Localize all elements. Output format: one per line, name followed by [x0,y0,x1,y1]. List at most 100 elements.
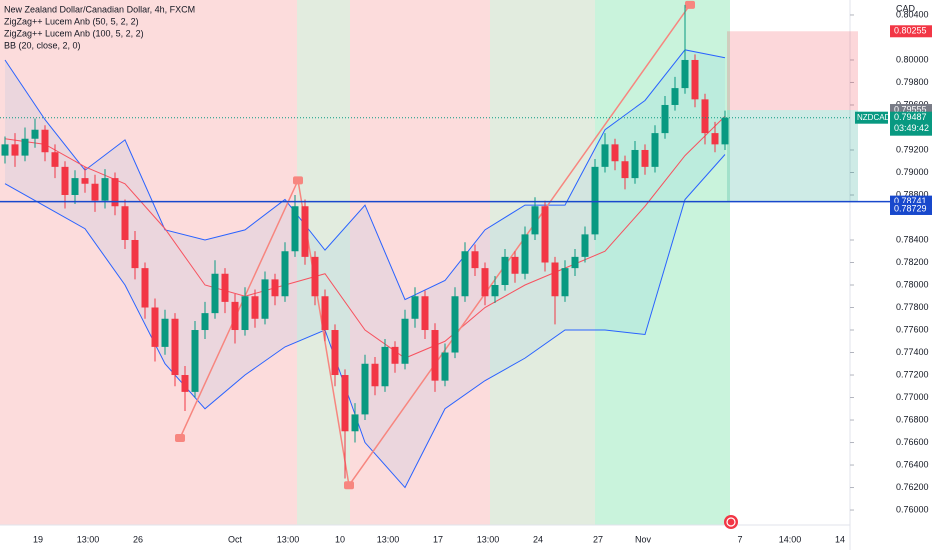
stop-label-bg [890,25,932,38]
candle-body [411,296,419,319]
y-tick-label: 0.79200 [896,144,929,154]
bb-basis [4,115,726,359]
zigzag-pivot [293,176,303,185]
candle-body [131,239,139,269]
candle-body [111,178,119,207]
candle-body [151,307,159,347]
y-tick-label: 0.77600 [896,324,929,334]
candle-body [371,363,379,387]
candle-body [91,183,99,201]
legend-item: BB (20, close, 2, 0) [4,40,81,50]
candle-body [661,104,669,134]
session-zone [595,0,730,525]
candle-body [401,318,409,364]
level2-label: 0.78729 [894,203,927,213]
x-tick-label: 19 [33,534,43,544]
y-tick-label: 0.79000 [896,167,929,177]
x-tick-label: Nov [635,534,652,544]
y-tick-label: 0.76600 [896,437,929,447]
candle-body [21,138,29,156]
timer-icon[interactable] [724,515,738,529]
candle-body [451,296,459,353]
price-label: 0.79487 [894,112,927,122]
zigzag-pivot [344,481,354,490]
candle-body [291,206,299,252]
y-tick-label: 0.77000 [896,392,929,402]
currency: CAD [896,3,916,13]
candle-body [631,149,639,179]
bb-upper [4,49,726,301]
x-tick-label: 13:00 [477,534,500,544]
candle-body [181,375,189,392]
candle-body [161,318,169,347]
candle-body [421,296,429,331]
zigzag-line [179,4,691,488]
candle-body [531,206,539,235]
candle-body [301,206,309,257]
level-label: 0.78741 [894,196,927,206]
candle-body [721,117,729,145]
candle-body [551,262,559,297]
y-tick-label: 0.80400 [896,9,929,19]
countdown: 03:49:42 [894,123,929,133]
candle-body [221,273,229,302]
candle-body [461,251,469,297]
candle-body [511,256,519,274]
legend-item: ZigZag++ Lucem Anb (50, 5, 2, 2) [4,16,139,26]
candle-body [31,129,39,139]
candle-body [201,313,209,331]
candle-body [321,296,329,331]
y-tick-label: 0.77800 [896,302,929,312]
candle-body [81,178,89,184]
candle-body [1,144,9,156]
y-tick-label: 0.80000 [896,54,929,64]
y-tick-label: 0.78000 [896,279,929,289]
candle-body [581,234,589,257]
candle-body [191,330,199,392]
zigzag-pivot [175,434,185,443]
x-tick-label: 13:00 [77,534,100,544]
candle-body [441,352,449,381]
x-tick-label: 14 [835,534,845,544]
candle-body [281,251,289,297]
stop-label: 0.80255 [894,26,927,36]
y-tick-label: 0.76000 [896,504,929,514]
candle-body [481,268,489,297]
candle-body [471,251,479,269]
candle-body [601,144,609,167]
symbol-label-bg [855,111,888,124]
candle-body [121,206,129,240]
candle-body [141,268,149,308]
x-tick-label: 14:00 [779,534,802,544]
target-zone [727,110,858,202]
candle-body [331,330,339,376]
y-tick-label: 0.77400 [896,347,929,357]
legend-item: ZigZag++ Lucem Anb (100, 5, 2, 2) [4,28,144,38]
x-tick-label: 10 [335,534,345,544]
candle-body [711,133,719,145]
x-tick-label: 13:00 [377,534,400,544]
candle-body [691,59,699,100]
candle-body [681,59,689,89]
legend-title: New Zealand Dollar/Canadian Dollar, 4h, … [4,4,195,14]
zigzag-pivot [685,0,695,9]
candle-body [211,273,219,314]
x-tick-label: 7 [737,534,742,544]
entry-label: 0.79555 [894,104,927,114]
candle-body [351,414,359,432]
candle-body [521,234,529,274]
candle-body [41,129,49,153]
candle-body [381,346,389,387]
candle-body [431,330,439,381]
timer-icon-ring [726,517,736,527]
candle-body [231,301,239,331]
stop-zone [727,31,858,111]
candle-body [311,256,319,297]
candle-body [51,152,59,167]
x-tick-label: 27 [593,534,603,544]
candle-body [571,256,579,269]
x-tick-label: 24 [533,534,543,544]
y-tick-label: 0.76800 [896,414,929,424]
candle-body [671,88,679,105]
